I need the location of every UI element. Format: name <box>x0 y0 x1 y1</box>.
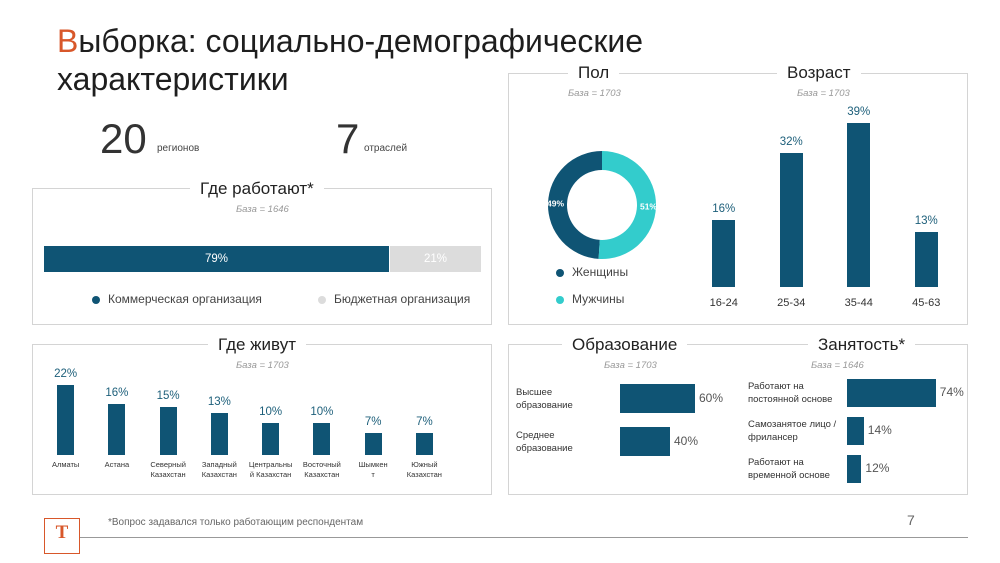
live-value-label: 7% <box>364 415 382 428</box>
age-category-label: 35-44 <box>844 297 873 309</box>
age-chart: 16% 16-24 32% 25-34 39% 35-44 13% 45-63 <box>690 100 960 315</box>
emp-bar <box>847 417 864 445</box>
emp-category-label: Работают на постоянной основе <box>748 381 833 405</box>
live-title: Где живут <box>208 335 306 355</box>
emp-value-label: 74% <box>939 385 964 399</box>
live-bar <box>210 413 228 455</box>
live-bar <box>108 403 126 455</box>
age-value-label: 16% <box>712 202 736 215</box>
live-base: База = 1703 <box>236 360 289 371</box>
legend-dot-icon <box>556 268 564 277</box>
edu-title: Образование <box>562 335 688 355</box>
live-value-label: 10% <box>259 406 283 418</box>
live-bar <box>364 432 382 455</box>
work-bar-label: 79% <box>204 253 229 265</box>
emp-category-label: Работают на временной основе <box>748 457 830 481</box>
sectors-number: 7 <box>336 115 360 162</box>
live-chart: 22% Алматы 16% Астана 15% Северный Казахстан 13… <box>40 365 485 490</box>
age-value-label: 13% <box>914 215 938 228</box>
emp-bar <box>847 455 862 483</box>
edu-category-label: Высшее образование <box>516 386 573 411</box>
donut-slice-label: 51% <box>640 201 657 211</box>
gender-legend-women: Женщины <box>556 265 628 279</box>
legend-dot-icon <box>556 295 564 304</box>
regions-number: 20 <box>100 115 147 162</box>
edu-category-label: Среднее образование <box>516 429 573 454</box>
work-bar-label: 21% <box>423 253 448 265</box>
legend-dot-icon <box>92 295 100 304</box>
age-bar <box>712 219 736 287</box>
work-stacked-bar: 79% 21% <box>44 246 481 272</box>
age-value-label: 39% <box>847 106 871 119</box>
live-bar <box>57 384 75 455</box>
edu-chart: Высшее образование 60% Среднее образование 40… <box>516 378 741 458</box>
title-rest: ыборка: социально-демографические характ… <box>57 23 644 97</box>
live-bar <box>262 423 280 455</box>
gender-donut: 49% 51% <box>547 151 657 259</box>
emp-category-label: Самозанятое лицо / фрилансер <box>748 419 837 443</box>
page-title: Выборка: социально-демографические харак… <box>57 22 757 98</box>
age-bar <box>914 232 938 287</box>
logo <box>44 518 80 554</box>
live-bar <box>415 432 433 455</box>
page-number: 7 <box>907 512 915 528</box>
donut-slice-label: 49% <box>547 199 564 209</box>
emp-value-label: 14% <box>867 423 892 437</box>
live-category-label: Центральны й Казахстан <box>248 460 293 479</box>
live-category-label: Алматы <box>51 460 80 469</box>
footer-divider <box>80 537 968 538</box>
live-bar <box>313 423 331 455</box>
live-value-label: 13% <box>207 396 231 409</box>
edu-emp-panel <box>508 344 968 495</box>
live-value-label: 16% <box>105 386 129 399</box>
live-category-label: Северный Казахстан <box>150 460 186 479</box>
work-title: Где работают* <box>190 179 324 199</box>
work-base: База = 1646 <box>236 204 289 215</box>
live-category-label: Западный Казахстан <box>201 460 237 479</box>
work-legend-commercial: Коммерческая организация <box>92 292 262 306</box>
age-category-label: 25-34 <box>777 297 806 309</box>
work-legend-budget: Бюджетная организация <box>318 292 470 306</box>
age-title: Возраст <box>777 63 861 83</box>
live-category-label: Шымкен т <box>358 460 388 479</box>
footnote: *Вопрос задавался только работающим респ… <box>108 517 364 528</box>
age-bar <box>779 152 803 287</box>
work-bar-segment: 21% <box>390 246 481 272</box>
age-bar <box>847 123 871 287</box>
gender-legend-men: Мужчины <box>556 292 624 306</box>
edu-value-label: 60% <box>699 390 724 405</box>
work-bar-segment: 79% <box>44 246 389 272</box>
live-category-label: Астана <box>104 460 130 469</box>
age-category-label: 45-63 <box>912 297 941 309</box>
emp-title: Занятость* <box>808 335 916 355</box>
live-value-label: 15% <box>156 390 180 402</box>
sectors-label: отраслей <box>364 143 408 154</box>
live-category-label: Восточный Казахстан <box>302 460 341 479</box>
gender-base: База = 1703 <box>568 88 621 99</box>
donut-slice <box>548 151 602 259</box>
live-value-label: 10% <box>310 406 334 418</box>
edu-bar <box>620 384 695 413</box>
title-first-letter: В <box>57 23 79 59</box>
live-value-label: 22% <box>54 367 78 380</box>
age-value-label: 32% <box>779 135 803 148</box>
gender-title: Пол <box>568 63 620 83</box>
emp-chart: Работают на постоянной основе 74% Самозанят… <box>748 374 964 489</box>
edu-value-label: 40% <box>674 433 699 448</box>
live-bar <box>159 407 177 455</box>
logo-letter: T <box>55 522 69 543</box>
age-category-label: 16-24 <box>709 297 738 309</box>
emp-base: База = 1646 <box>811 360 864 371</box>
live-category-label: Южный Казахстан <box>406 460 442 479</box>
emp-bar <box>847 379 936 407</box>
live-value-label: 7% <box>416 415 433 428</box>
regions-label: регионов <box>157 143 200 154</box>
emp-value-label: 12% <box>865 461 890 475</box>
edu-bar <box>620 427 670 456</box>
gender-age-panel <box>508 73 968 325</box>
legend-dot-icon <box>318 295 326 304</box>
age-base: База = 1703 <box>797 88 850 99</box>
edu-base: База = 1703 <box>604 360 657 371</box>
donut-slice <box>598 151 656 259</box>
